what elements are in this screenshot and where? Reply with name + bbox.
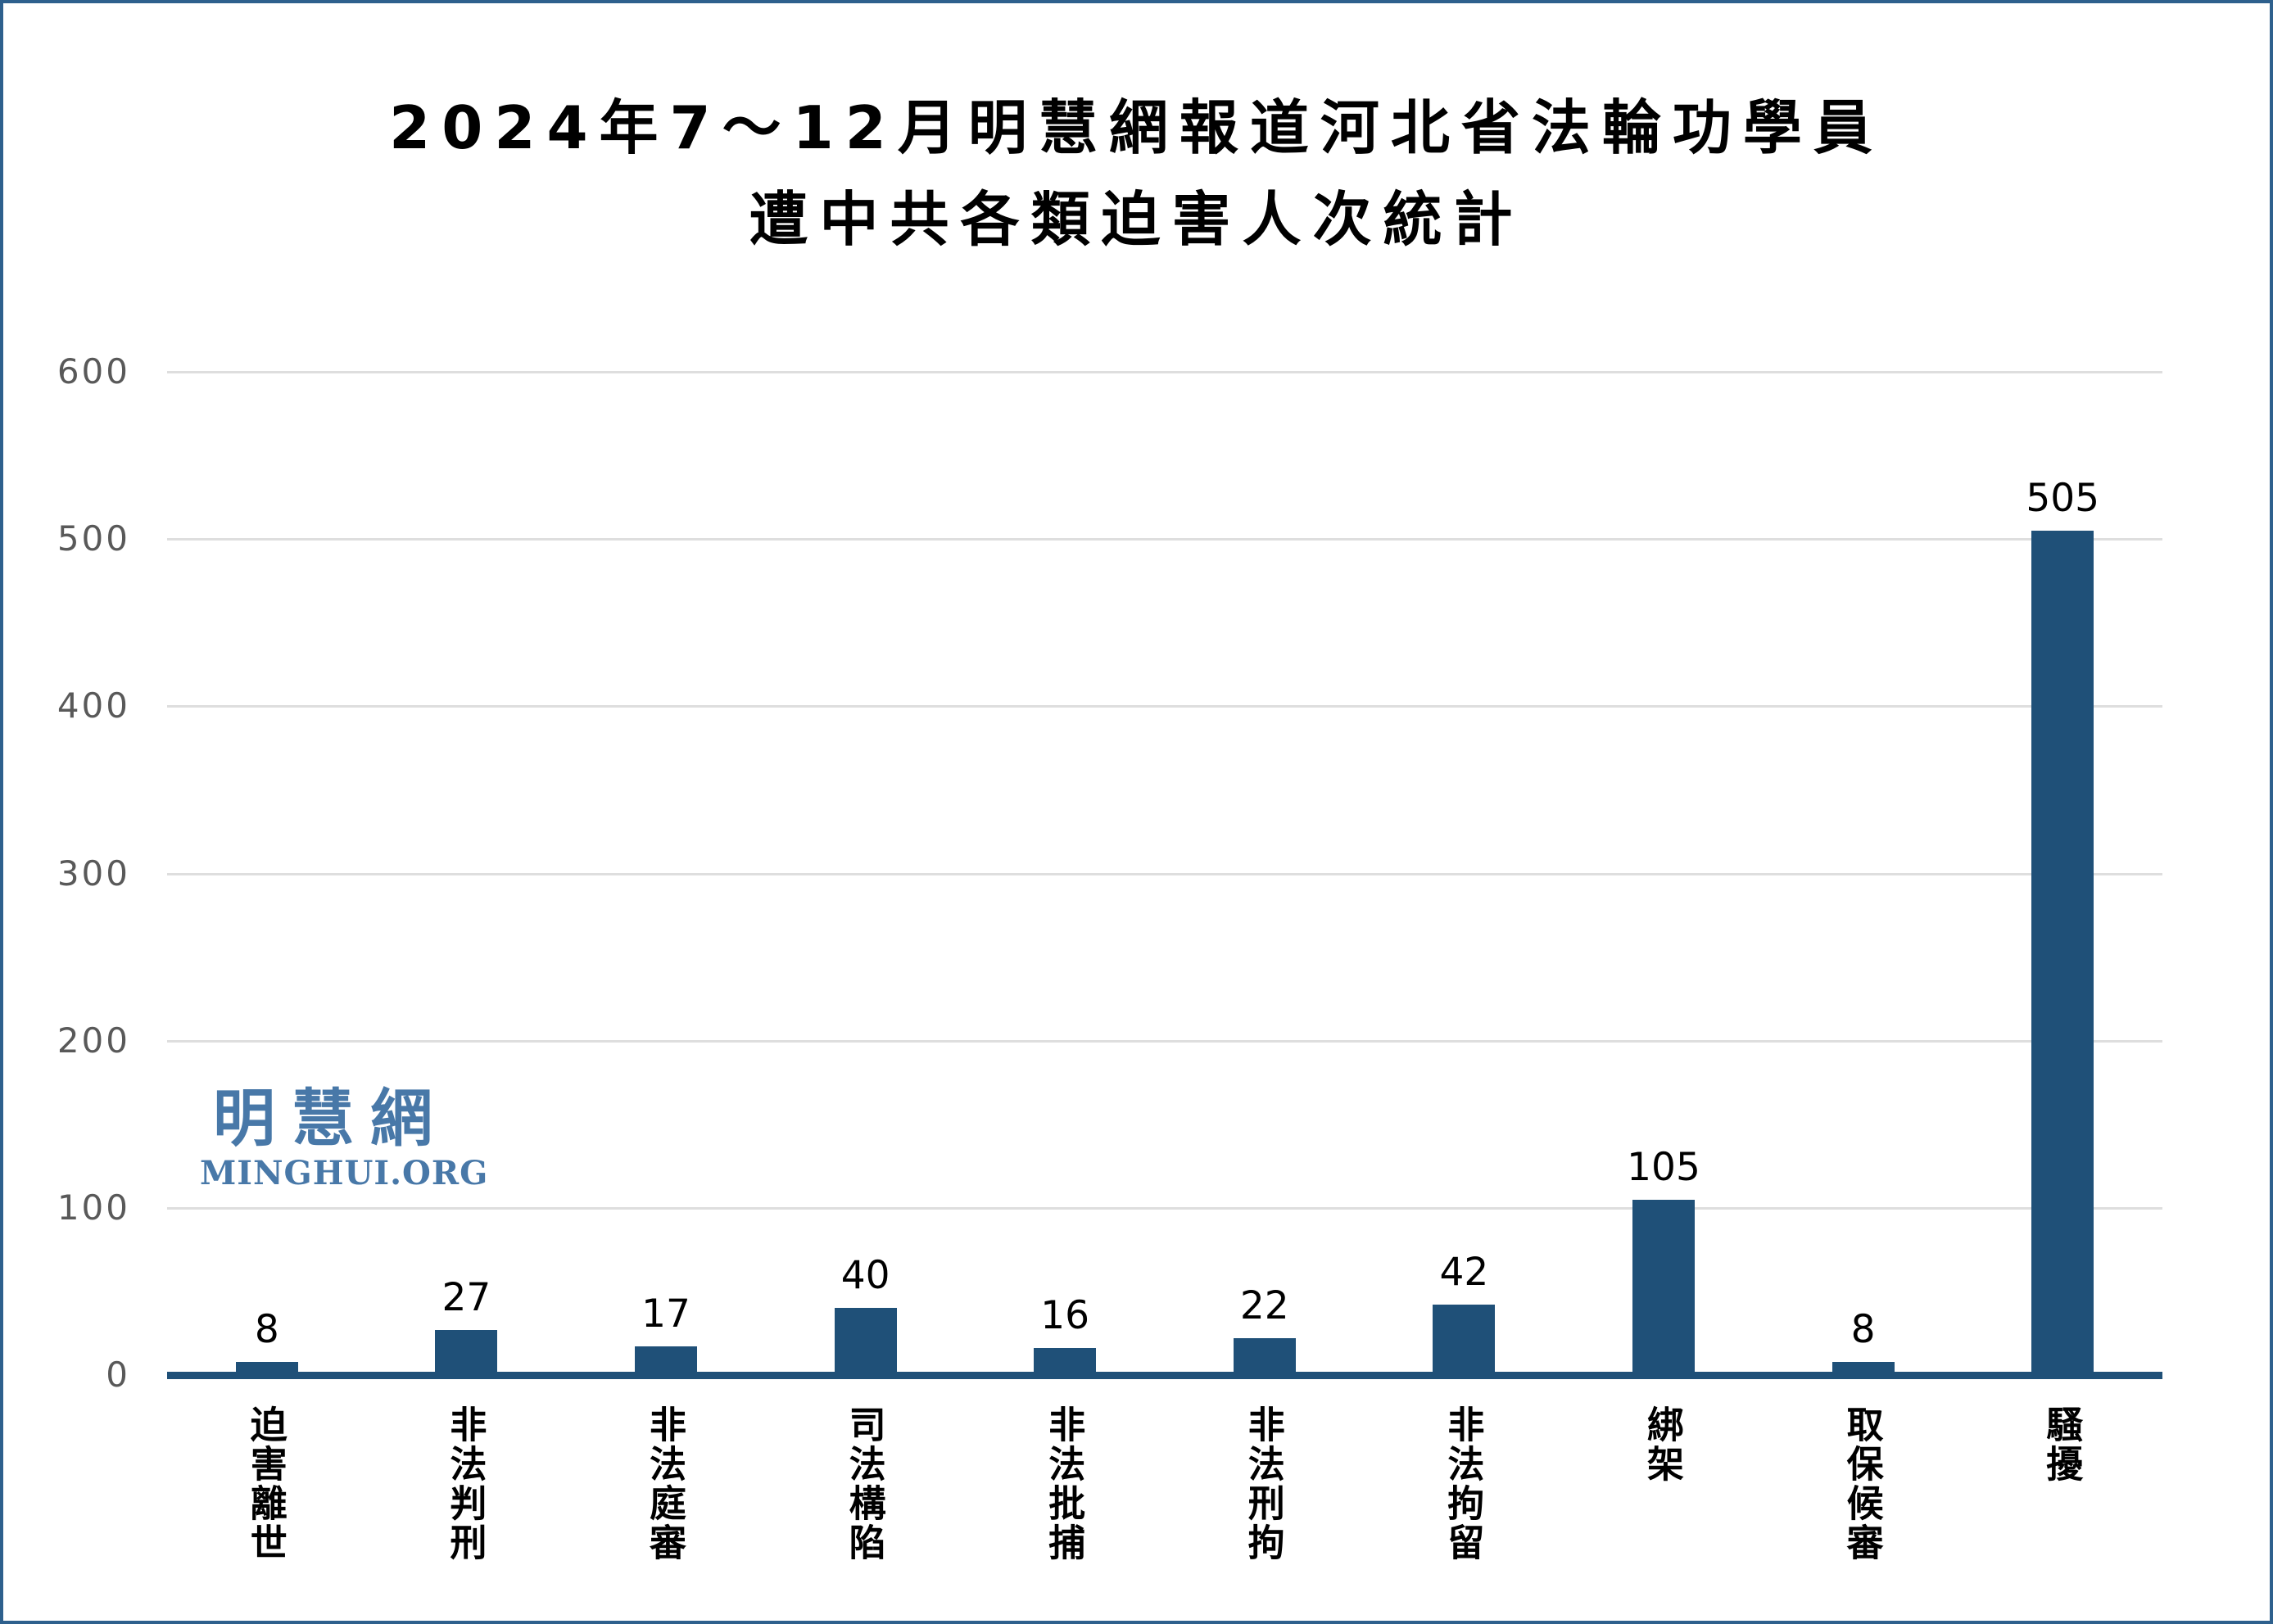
x-axis-label-9: 取保候審	[1840, 1405, 1884, 1563]
chart-title-line2: 遭中共各類迫害人次統計	[749, 185, 1524, 254]
y-axis-tick-300: 300	[57, 853, 130, 893]
gridline-300	[167, 872, 2162, 875]
value-label-10: 505	[2026, 475, 2100, 521]
x-axis-label-10: 騷擾	[2040, 1405, 2084, 1484]
x-axis-label-4: 司法構陷	[842, 1405, 886, 1563]
minghui-watermark-cjk: 明慧網	[213, 1082, 449, 1155]
x-axis-label-5: 非法批捕	[1042, 1405, 1086, 1563]
value-label-6: 22	[1239, 1283, 1289, 1329]
y-axis-tick-200: 200	[57, 1020, 130, 1061]
bar-7	[1433, 1305, 1496, 1375]
chart-title-line1: 2024年7～12月明慧網報道河北省法輪功學員	[389, 93, 1884, 162]
gridline-500	[167, 538, 2162, 541]
value-label-3: 17	[641, 1292, 691, 1337]
value-label-8: 105	[1627, 1144, 1700, 1190]
value-label-2: 27	[441, 1274, 491, 1320]
gridline-200	[167, 1039, 2162, 1043]
y-axis-tick-100: 100	[57, 1187, 130, 1228]
bar-4	[834, 1308, 897, 1375]
chart-title: 2024年7～12月明慧網報道河北省法輪功學員 遭中共各類迫害人次統計	[3, 82, 2270, 265]
x-axis-label-1: 迫害離世	[243, 1405, 288, 1563]
y-axis-tick-400: 400	[57, 685, 130, 726]
value-label-4: 40	[840, 1253, 890, 1299]
minghui-watermark: 明慧網 MINGHUI.ORG	[200, 1082, 489, 1192]
x-axis-label-2: 非法判刑	[443, 1405, 487, 1563]
x-axis-label-6: 非法刑拘	[1241, 1405, 1285, 1563]
plot-area: 600 500 400 300 200 100 0 8 迫害離世 27 非法判刑 17 非法庭審 40 司法…	[3, 3, 2270, 1621]
gridline-400	[167, 705, 2162, 708]
y-axis-tick-0: 0	[106, 1355, 130, 1395]
bar-9	[1832, 1361, 1895, 1375]
gridline-100	[167, 1206, 2162, 1210]
bar-2	[435, 1329, 498, 1375]
bar-8	[1632, 1199, 1695, 1375]
value-label-7: 42	[1439, 1250, 1489, 1296]
gridline-600	[167, 371, 2162, 373]
x-axis-label-7: 非法拘留	[1441, 1405, 1485, 1563]
value-label-9: 8	[1850, 1306, 1876, 1352]
bar-1	[235, 1361, 298, 1375]
bar-3	[635, 1346, 697, 1375]
x-axis-label-8: 綁架	[1641, 1405, 1684, 1484]
y-axis-tick-500: 500	[57, 518, 130, 559]
y-axis-tick-600: 600	[57, 351, 130, 391]
bar-10	[2031, 530, 2094, 1375]
x-axis-line	[167, 1372, 2162, 1379]
minghui-watermark-latin: MINGHUI.ORG	[200, 1154, 489, 1192]
x-axis-label-3: 非法庭審	[643, 1405, 686, 1563]
value-label-1: 8	[254, 1306, 279, 1352]
bar-6	[1233, 1338, 1296, 1375]
value-label-5: 16	[1040, 1293, 1090, 1339]
bar-5	[1034, 1348, 1097, 1375]
